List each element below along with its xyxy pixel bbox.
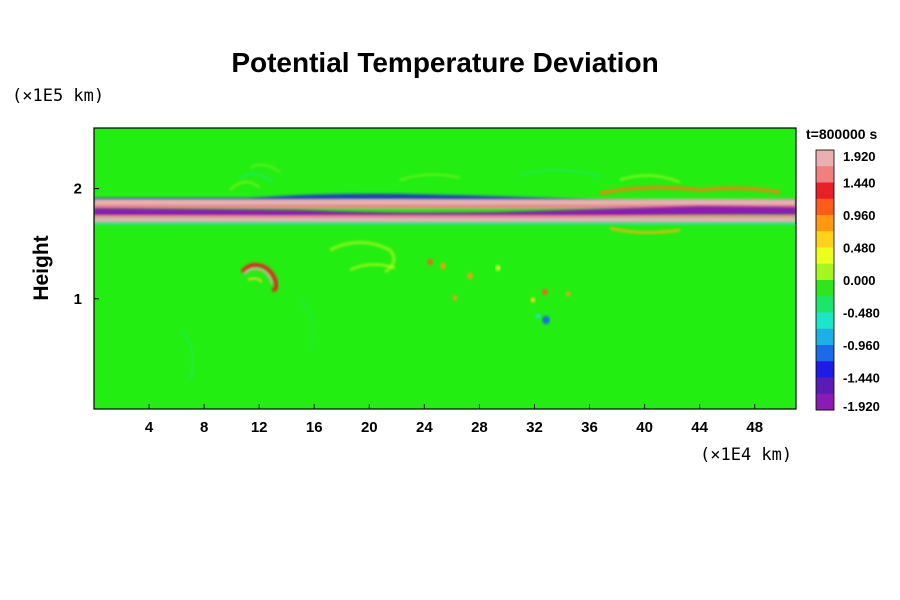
plot-background: [94, 128, 796, 409]
y-tick-label: 2: [74, 181, 82, 198]
colorbar-swatch: [816, 231, 834, 248]
colorbar-swatch: [816, 247, 834, 265]
lower-pink-band: [94, 217, 796, 223]
x-axis-ticks: 4 8 12 16 20 24 28 32 36 40 44 48: [145, 404, 763, 436]
field-features: [94, 164, 796, 381]
x-tick-label: 4: [145, 419, 154, 436]
x-tick-label: 44: [691, 419, 708, 436]
chart-title: Potential Temperature Deviation: [231, 47, 658, 78]
y-tick-label: 1: [74, 291, 82, 308]
colorbar: [815, 149, 835, 411]
colorbar-swatch: [816, 377, 834, 395]
colorbar-tick-label: 1.440: [843, 176, 876, 191]
colorbar-swatch: [816, 312, 834, 330]
colorbar-tick-label: -0.480: [843, 306, 880, 321]
x-tick-label: 16: [306, 419, 323, 436]
colorbar-swatch: [816, 296, 834, 313]
colorbar-swatch: [816, 345, 834, 362]
lower-orange-streak: [609, 226, 681, 235]
colorbar-swatch: [816, 166, 834, 183]
time-label: t=800000 s: [806, 126, 877, 142]
y-axis-unit: (×1E5 km): [12, 86, 104, 106]
colorbar-tick-label: -1.920: [843, 399, 880, 414]
lower-cyan-edge: [94, 222, 796, 225]
colorbar-swatch: [816, 393, 834, 411]
colorbar-ticks: 1.920 1.440 0.960 0.480 0.000 -0.480 -0.960 -1.…: [843, 149, 880, 414]
colorbar-swatch: [816, 182, 834, 200]
colorbar-tick-label: 0.960: [843, 208, 876, 223]
colorbar-swatch: [816, 215, 834, 232]
colorbar-swatch: [816, 280, 834, 297]
orange-streak: [599, 186, 781, 195]
y-axis-label: Height: [30, 235, 53, 300]
warm-ring: [240, 262, 279, 292]
plot-frame: [93, 127, 797, 410]
colorbar-frame: [815, 149, 835, 411]
upper-red-edge: [94, 205, 796, 208]
x-tick-label: 20: [361, 419, 378, 436]
y-axis-ticks: 12: [74, 181, 99, 308]
upper-wave-texture: [229, 164, 681, 191]
x-tick-label: 48: [746, 419, 763, 436]
lower-red-edge: [94, 215, 796, 218]
upper-pink-band: [94, 199, 796, 208]
colorbar-tick-label: 1.920: [843, 149, 876, 164]
x-tick-label: 24: [416, 419, 433, 436]
x-tick-label: 8: [200, 419, 208, 436]
x-tick-label: 12: [251, 419, 268, 436]
x-tick-label: 40: [636, 419, 653, 436]
x-tick-label: 32: [526, 419, 543, 436]
cool-spot: [542, 316, 550, 324]
colorbar-tick-label: -0.960: [843, 338, 880, 353]
colorbar-swatch: [816, 150, 834, 167]
x-tick-label: 36: [581, 419, 598, 436]
colorbar-swatch: [816, 198, 834, 216]
colorbar-swatch: [816, 263, 834, 281]
jet-bands: [94, 186, 796, 235]
plot-area: [93, 127, 797, 410]
colorbar-swatch: [816, 328, 834, 346]
colorbar-tick-label: 0.000: [843, 273, 876, 288]
colorbar-tick-label: -1.440: [843, 371, 880, 386]
x-tick-label: 28: [471, 419, 488, 436]
colorbar-swatch: [816, 361, 834, 378]
x-axis-unit: (×1E4 km): [700, 445, 792, 465]
turbulent-features: [179, 241, 571, 381]
colorbar-tick-label: 0.480: [843, 241, 876, 256]
